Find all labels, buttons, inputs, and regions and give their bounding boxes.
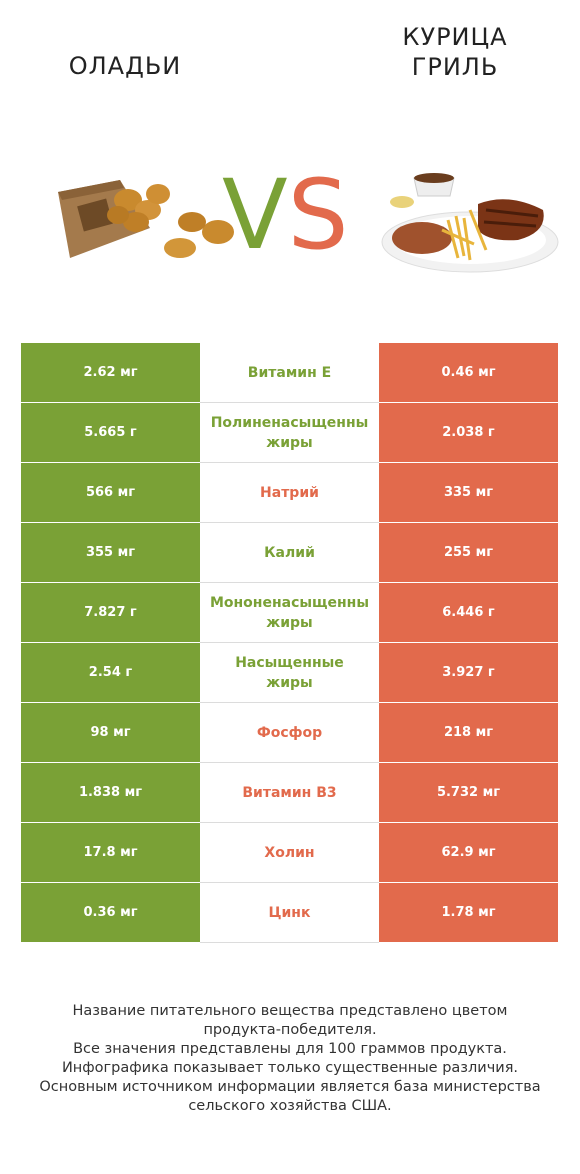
- nutrient-name: Цинк: [200, 882, 379, 943]
- nutrient-name: Натрий: [200, 462, 379, 523]
- nutrient-name-line1: Насыщенные: [235, 654, 344, 671]
- nutrient-name-line2: жиры: [266, 434, 313, 451]
- footer-note: Название питательного вещества представл…: [20, 1002, 560, 1116]
- vs-s: S: [287, 159, 349, 271]
- right-value: 218 мг: [379, 702, 558, 763]
- table-row: 17.8 мг Холин 62.9 мг: [21, 822, 558, 883]
- right-product-title-line1: КУРИЦА: [402, 23, 508, 51]
- left-value: 5.665 г: [21, 402, 200, 463]
- left-value: 0.36 мг: [21, 882, 200, 943]
- right-value: 6.446 г: [379, 582, 558, 643]
- left-value: 1.838 мг: [21, 762, 200, 823]
- right-value: 1.78 мг: [379, 882, 558, 943]
- footer-line: Основным источником информации является …: [39, 1079, 541, 1095]
- nutrient-name-line1: Калий: [264, 544, 315, 561]
- nutrient-name: Мононенасыщенны жиры: [200, 582, 379, 643]
- nutrient-name-line1: Полиненасыщенны: [210, 414, 369, 431]
- nutrient-name: Насыщенные жиры: [200, 642, 379, 703]
- table-row: 2.54 г Насыщенные жиры 3.927 г: [21, 642, 558, 703]
- table-row: 566 мг Натрий 335 мг: [21, 462, 558, 523]
- nutrient-name-line1: Витамин E: [247, 364, 332, 381]
- nutrient-name-line1: Холин: [264, 844, 315, 861]
- right-product-title: КУРИЦА ГРИЛЬ: [355, 22, 555, 82]
- footer-line: Все значения представлены для 100 граммо…: [73, 1041, 507, 1057]
- left-value: 355 мг: [21, 522, 200, 583]
- right-value: 0.46 мг: [379, 343, 558, 403]
- right-value: 3.927 г: [379, 642, 558, 703]
- nutrient-name: Калий: [200, 522, 379, 583]
- table-row: 355 мг Калий 255 мг: [21, 522, 558, 583]
- footer-line: сельского хозяйства США.: [188, 1098, 392, 1114]
- left-value: 566 мг: [21, 462, 200, 523]
- nutrient-name: Витамин E: [200, 343, 379, 403]
- table-row: 0.36 мг Цинк 1.78 мг: [21, 882, 558, 943]
- nutrient-name-line1: Фосфор: [256, 724, 323, 741]
- nutrient-name-line2: жиры: [266, 674, 313, 691]
- table-row: 2.62 мг Витамин E 0.46 мг: [21, 343, 558, 403]
- footer-line: продукта-победителя.: [203, 1022, 377, 1038]
- table-row: 5.665 г Полиненасыщенны жиры 2.038 г: [21, 402, 558, 463]
- nutrient-name-line2: жиры: [266, 614, 313, 631]
- nutrient-name: Полиненасыщенны жиры: [200, 402, 379, 463]
- right-value: 255 мг: [379, 522, 558, 583]
- table-row: 1.838 мг Витамин B3 5.732 мг: [21, 762, 558, 823]
- nutrient-name-line1: Витамин B3: [242, 784, 337, 801]
- nutrient-name-line1: Натрий: [260, 484, 319, 501]
- right-value: 2.038 г: [379, 402, 558, 463]
- nutrient-name-line1: Цинк: [268, 904, 311, 921]
- nutrient-name: Фосфор: [200, 702, 379, 763]
- nutrient-name: Холин: [200, 822, 379, 883]
- fritters-image: [58, 180, 234, 258]
- right-value: 62.9 мг: [379, 822, 558, 883]
- table-row: 98 мг Фосфор 218 мг: [21, 702, 558, 763]
- grilled-chicken-image: [381, 173, 559, 273]
- left-value: 2.62 мг: [21, 343, 200, 403]
- right-product-title-line2: ГРИЛЬ: [411, 53, 499, 81]
- comparison-table: 2.62 мг Витамин E 0.46 мг 5.665 г Полиненасы…: [21, 343, 558, 943]
- nutrient-name-line1: Мононенасыщенны: [209, 594, 370, 611]
- vs-v: V: [222, 159, 288, 271]
- left-value: 2.54 г: [21, 642, 200, 703]
- table-row: 7.827 г Мононенасыщенны жиры 6.446 г: [21, 582, 558, 643]
- right-value: 5.732 мг: [379, 762, 558, 823]
- left-value: 7.827 г: [21, 582, 200, 643]
- nutrient-name: Витамин B3: [200, 762, 379, 823]
- footer-line: Название питательного вещества представл…: [72, 1003, 508, 1019]
- footer-line: Инфографика показывает только существенн…: [61, 1060, 519, 1076]
- right-value: 335 мг: [379, 462, 558, 523]
- left-value: 98 мг: [21, 702, 200, 763]
- vs-label: VS: [222, 160, 349, 270]
- left-value: 17.8 мг: [21, 822, 200, 883]
- left-product-title: ОЛАДЬИ: [68, 52, 182, 80]
